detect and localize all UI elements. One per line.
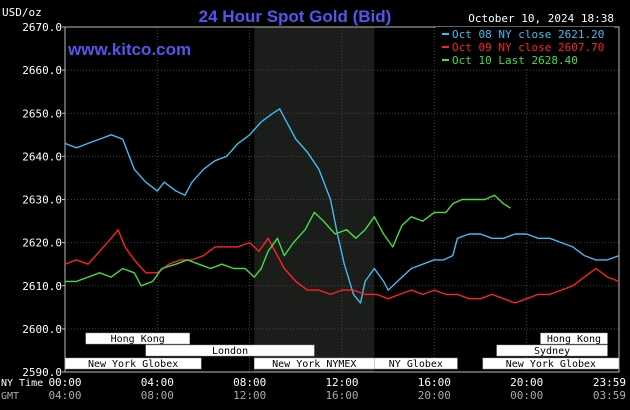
session-bar (85, 332, 190, 345)
session-label: New York Globex (88, 359, 178, 370)
site-watermark: www.kitco.com (67, 40, 191, 59)
time-axis: NY Time 00:00 04:00 08:00 12:00 16:00 20:00 23:… (1, 376, 626, 402)
session-bar (540, 332, 608, 345)
y-tick-label: 2670.0 (22, 21, 62, 34)
session-bar (496, 344, 608, 357)
x-tick-label: 16:00 (418, 376, 451, 389)
x-tick-label: 23:59 (593, 376, 626, 389)
x-tick-label: 04:00 (48, 389, 81, 402)
session-label: New York Globex (506, 359, 596, 370)
x-tick-label: 00:00 (48, 376, 81, 389)
time-row-label: NY Time (1, 378, 43, 389)
x-tick-label: 08:00 (233, 376, 266, 389)
x-tick-label: 03:59 (593, 389, 626, 402)
x-tick-label: 12:00 (325, 376, 358, 389)
x-tick-label: 12:00 (233, 389, 266, 402)
x-tick-label: 08:00 (141, 389, 174, 402)
session-label: New York NYMEX (272, 359, 356, 370)
session-bar (64, 357, 202, 370)
session-label: Sydney (534, 346, 570, 357)
x-tick-label: 04:00 (141, 376, 174, 389)
series-line (65, 194, 511, 287)
y-tick-label: 2590.0 (22, 366, 62, 379)
legend-entry: Oct 09 NY close 2607.70 (452, 41, 604, 54)
x-tick-label: 20:00 (510, 376, 543, 389)
price-series (64, 108, 620, 304)
x-tick-label: 20:00 (418, 389, 451, 402)
y-tick-label: 2660.0 (22, 64, 62, 77)
series-line (64, 108, 620, 304)
y-tick-label: 2650.0 (22, 107, 62, 120)
legend-box (436, 27, 614, 68)
series-line (64, 229, 620, 304)
legend-entry: Oct 08 NY close 2621.20 (452, 28, 604, 41)
session-label: Hong Kong (111, 334, 165, 345)
y-tick-label: 2640.0 (22, 150, 62, 163)
legend-entry: Oct 10 Last 2628.40 (452, 54, 578, 67)
session-label: NY Globex (389, 359, 443, 370)
session-label: London (212, 346, 248, 357)
x-tick-label: 16:00 (325, 389, 358, 402)
y-axis-ticks: 2670.0 2660.0 2650.0 2640.0 2630.0 2620.0 2610… (22, 21, 65, 379)
timestamp-label: October 10, 2024 18:38 (468, 12, 614, 25)
session-label: Hong Kong (547, 334, 601, 345)
x-tick-label: 00:00 (510, 389, 543, 402)
session-bar (145, 344, 315, 357)
y-tick-label: 2630.0 (22, 194, 62, 207)
session-bar (482, 357, 620, 370)
y-tick-label: 2600.0 (22, 323, 62, 336)
session-bar (374, 357, 458, 370)
time-row-label: GMT (1, 391, 19, 402)
y-axis-label: USD/oz (2, 6, 42, 19)
y-tick-label: 2610.0 (22, 280, 62, 293)
y-tick-label: 2620.0 (22, 237, 62, 250)
market-sessions: Hong Kong Hong Kong London Sydney New York G… (64, 332, 620, 370)
chart-title: 24 Hour Spot Gold (Bid) (199, 7, 392, 26)
